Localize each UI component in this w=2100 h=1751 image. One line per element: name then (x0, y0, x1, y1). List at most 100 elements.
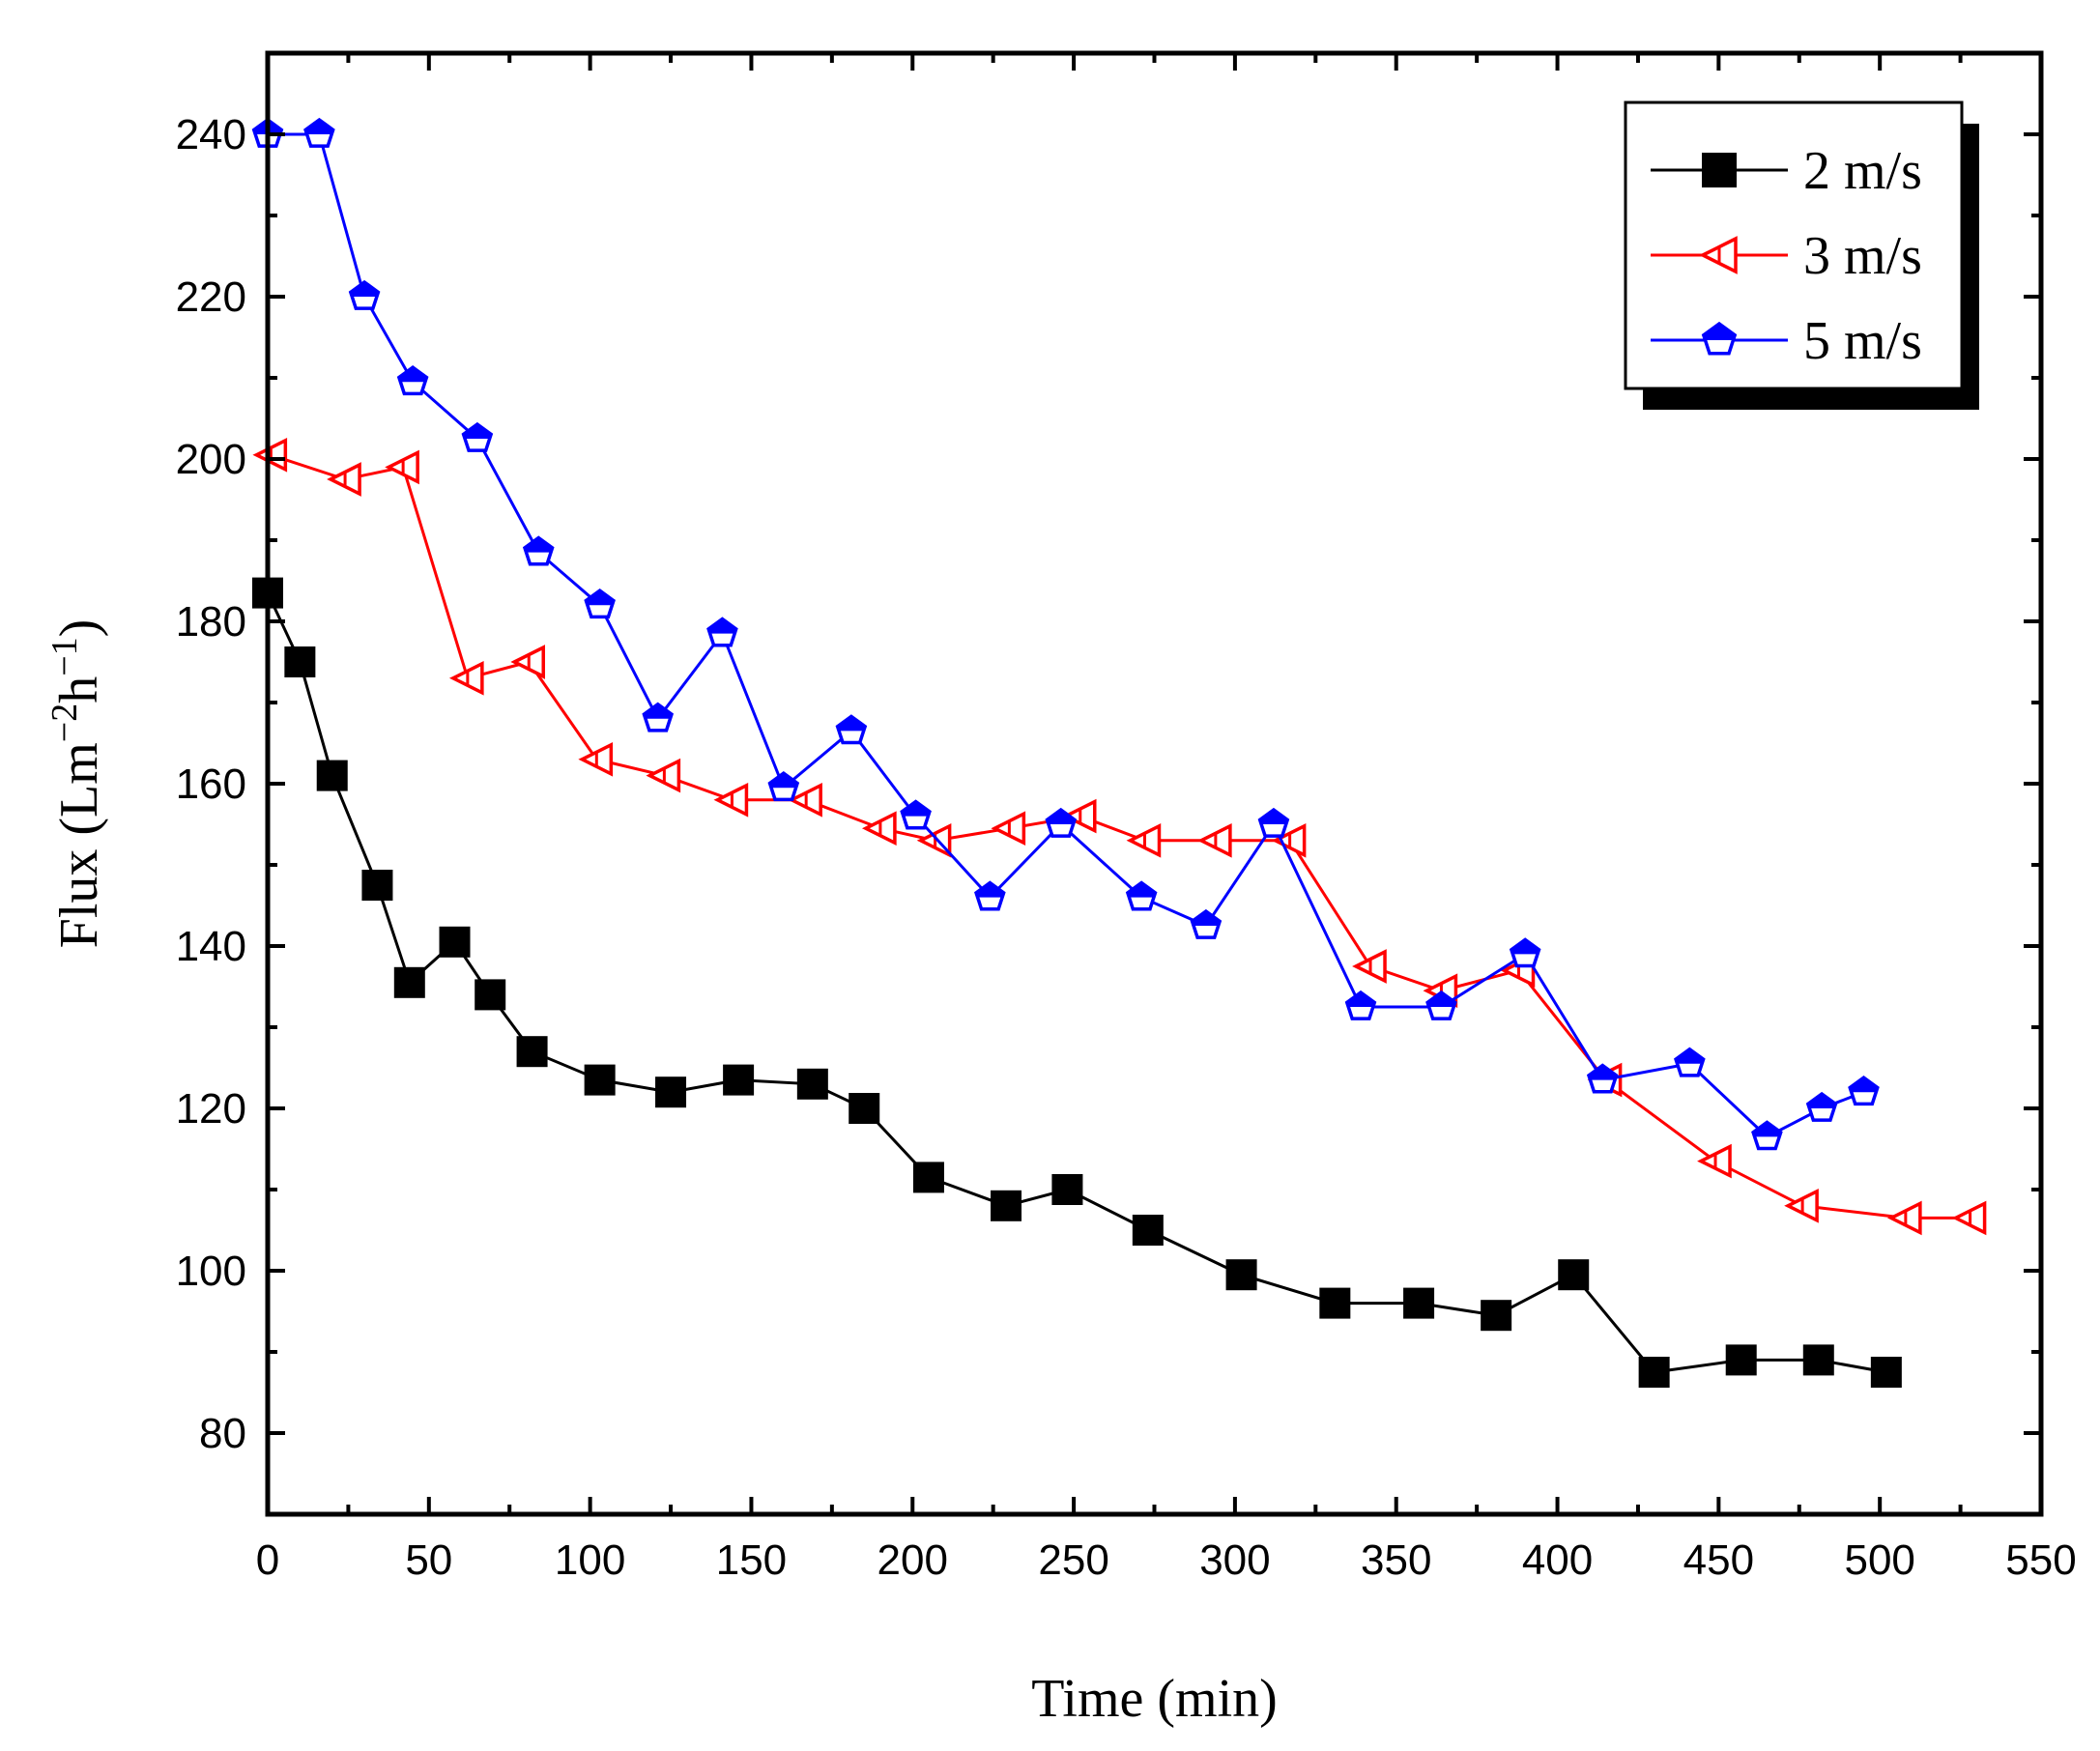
y-tick-label: 80 (199, 1410, 246, 1457)
legend-label: 2 m/s (1803, 141, 1922, 201)
x-tick-label: 250 (1038, 1536, 1108, 1584)
data-point-triangle (510, 645, 545, 679)
pentagon-marker-fill (902, 801, 930, 817)
data-point-pentagon (1257, 807, 1290, 838)
pentagon-marker-fill (1807, 1094, 1836, 1108)
x-tick-label: 400 (1522, 1536, 1593, 1584)
x-tick-label: 0 (256, 1536, 279, 1584)
data-point-triangle (991, 811, 1026, 847)
legend-label: 5 m/s (1803, 311, 1922, 371)
series-2 (252, 437, 1987, 1236)
data-point-pentagon (396, 365, 429, 396)
data-point-pentagon (1045, 807, 1078, 838)
pentagon-marker-fill (1850, 1077, 1878, 1093)
data-point-square (516, 1036, 548, 1068)
data-point-square (1802, 1344, 1834, 1376)
data-point-square (316, 760, 348, 791)
data-point-triangle (1951, 1200, 1987, 1236)
x-tick-label: 100 (555, 1536, 625, 1584)
data-point-pentagon (1751, 1120, 1783, 1151)
y-tick-label: 100 (176, 1248, 246, 1295)
data-point-pentagon (900, 799, 932, 830)
y-tick-label: 140 (176, 923, 246, 970)
data-point-triangle (713, 782, 749, 818)
data-point-triangle (861, 811, 897, 847)
data-point-triangle (1271, 822, 1307, 858)
data-point-square (1051, 1174, 1083, 1205)
data-point-square (655, 1076, 687, 1108)
pentagon-marker-fill (1259, 810, 1288, 824)
data-point-square (1319, 1287, 1351, 1319)
pentagon-marker-fill (525, 537, 553, 553)
y-tick-label: 240 (176, 111, 246, 158)
data-point-pentagon (1674, 1047, 1706, 1077)
data-point-triangle (448, 660, 484, 696)
data-point-pentagon (706, 617, 738, 647)
y-tick-label: 220 (176, 273, 246, 321)
y-axis-title-end: ) (49, 619, 109, 638)
data-point-pentagon (522, 535, 555, 566)
pentagon-marker-fill (1510, 939, 1539, 955)
data-point-square (912, 1162, 944, 1193)
data-point-square (1225, 1259, 1257, 1291)
pentagon-marker-fill (1346, 992, 1375, 1007)
data-point-triangle (1061, 798, 1097, 834)
pentagon-marker-fill (1047, 810, 1075, 824)
data-point-square (1725, 1344, 1757, 1376)
data-point-pentagon (1344, 990, 1377, 1020)
series-3 (251, 117, 1880, 1151)
ticks-layer (266, 51, 2043, 1516)
data-point-pentagon (303, 117, 335, 148)
data-point-square (1702, 153, 1737, 187)
y-axis-title-sup1: −2 (44, 703, 85, 742)
data-point-pentagon (974, 880, 1006, 911)
data-point-pentagon (1586, 1063, 1619, 1094)
x-tick-label: 50 (405, 1536, 452, 1584)
pentagon-marker-fill (1703, 324, 1736, 340)
legend-label: 3 m/s (1803, 226, 1922, 286)
data-point-square (1481, 1300, 1512, 1332)
data-point-triangle (1352, 949, 1387, 984)
pentagon-marker-fill (350, 282, 379, 297)
data-point-square (796, 1068, 828, 1100)
data-point-square (584, 1064, 616, 1096)
data-point-square (361, 870, 393, 901)
data-point-square (475, 979, 506, 1011)
y-axis-title-mid: h (49, 676, 109, 703)
y-axis-title-sup2: −1 (44, 637, 85, 675)
pentagon-marker-fill (463, 424, 492, 439)
data-point-square (1403, 1287, 1435, 1319)
pentagon-marker-fill (1192, 911, 1221, 926)
data-point-pentagon (1190, 908, 1223, 939)
data-point-square (723, 1064, 755, 1096)
data-point-triangle (646, 758, 681, 793)
pentagon-marker-fill (1127, 882, 1156, 898)
data-point-triangle (1697, 1143, 1732, 1179)
pentagon-marker-fill (586, 590, 614, 606)
data-point-pentagon (835, 714, 868, 745)
data-point-triangle (385, 449, 419, 485)
data-point-pentagon (1848, 1076, 1880, 1106)
legend-item-3: 5 m/s (1651, 311, 1922, 371)
pentagon-marker-fill (1753, 1122, 1781, 1137)
data-point-pentagon (1805, 1091, 1838, 1122)
legend-item-2: 3 m/s (1651, 226, 1922, 286)
legend: 2 m/s 3 m/s 5 m/s (1624, 100, 1979, 410)
data-point-square (1638, 1357, 1670, 1388)
data-point-square (849, 1093, 880, 1124)
data-point-square (991, 1190, 1022, 1221)
data-point-triangle (578, 741, 614, 777)
data-point-square (284, 646, 316, 677)
data-point-triangle (1699, 236, 1738, 274)
x-tick-label: 300 (1199, 1536, 1270, 1584)
data-point-pentagon (1701, 321, 1738, 356)
y-tick-label: 200 (176, 436, 246, 483)
data-point-pentagon (1125, 880, 1158, 911)
pentagon-marker-fill (708, 618, 736, 634)
data-point-triangle (1886, 1200, 1922, 1236)
pentagon-marker-fill (1676, 1048, 1704, 1064)
data-point-square (1870, 1357, 1902, 1388)
data-point-square (393, 966, 425, 998)
legend-items: 2 m/s 3 m/s 5 m/s (1651, 141, 1922, 371)
